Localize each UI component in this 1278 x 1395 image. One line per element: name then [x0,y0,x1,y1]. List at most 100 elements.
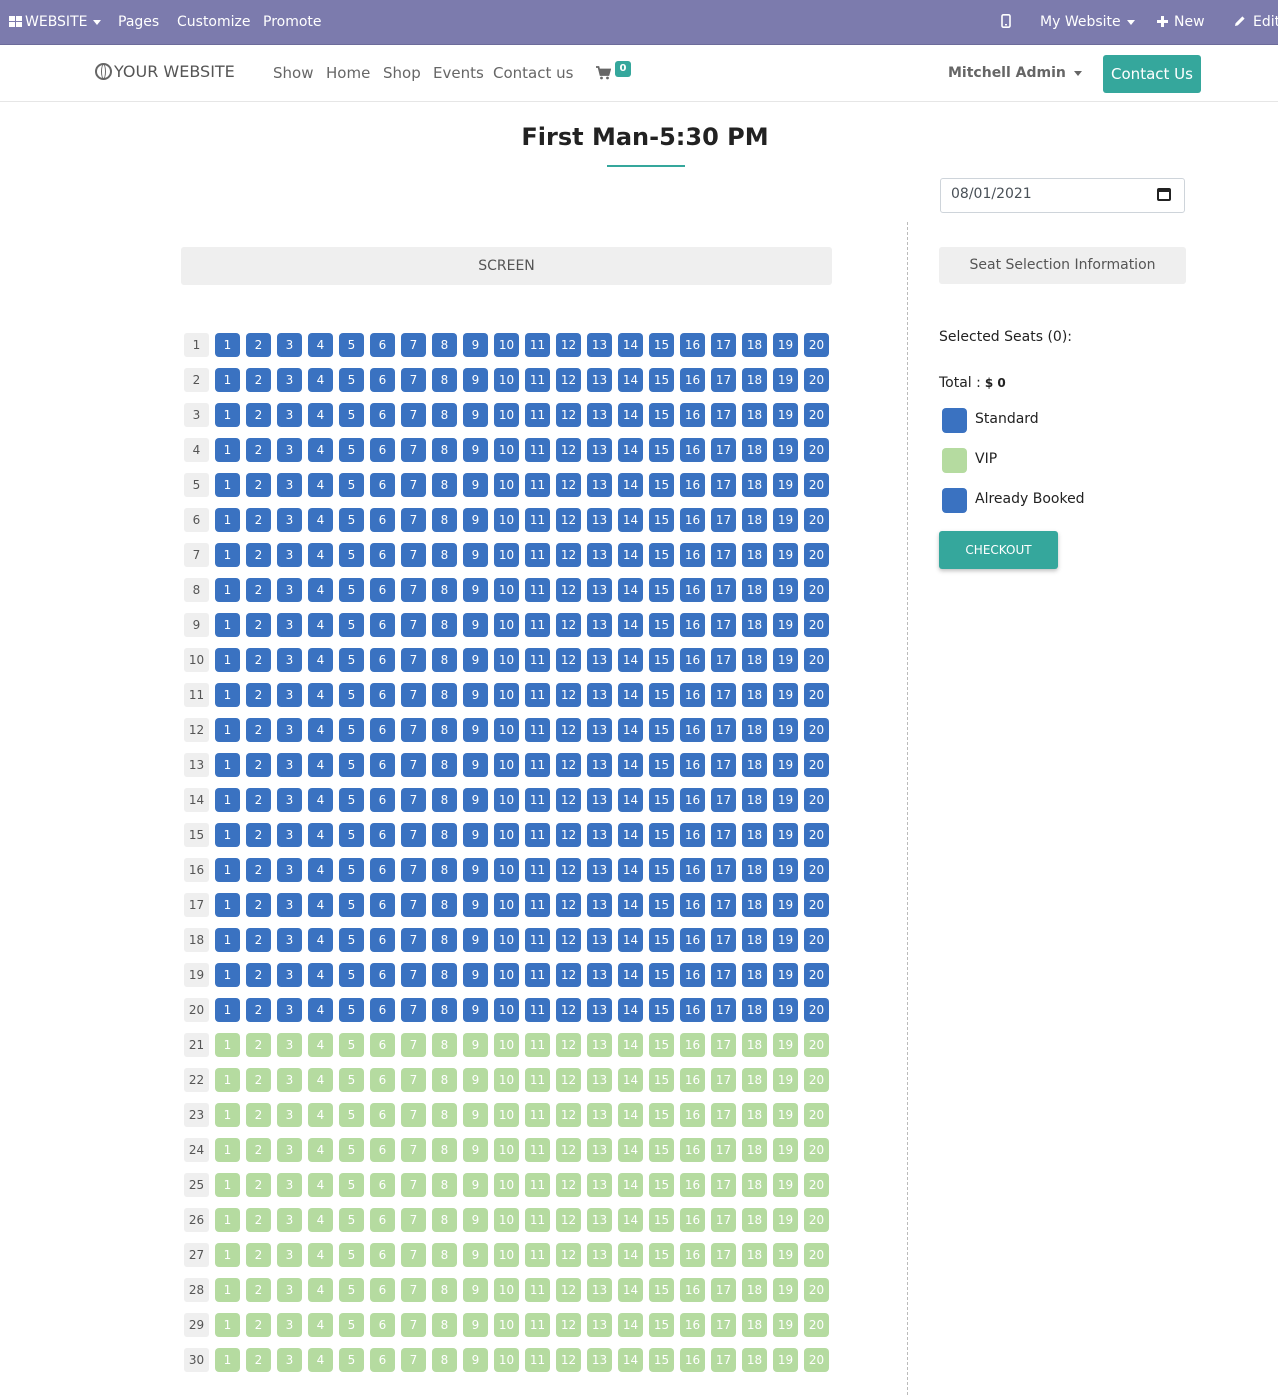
standard-seat[interactable]: 19 [773,508,798,532]
standard-seat[interactable]: 5 [339,508,364,532]
standard-seat[interactable]: 5 [339,963,364,987]
standard-seat[interactable]: 9 [463,963,488,987]
standard-seat[interactable]: 9 [463,683,488,707]
standard-seat[interactable]: 12 [556,893,581,917]
vip-seat[interactable]: 8 [432,1068,457,1092]
standard-seat[interactable]: 16 [680,823,705,847]
vip-seat[interactable]: 7 [401,1173,426,1197]
standard-seat[interactable]: 1 [215,543,240,567]
standard-seat[interactable]: 7 [401,543,426,567]
standard-seat[interactable]: 16 [680,718,705,742]
standard-seat[interactable]: 9 [463,403,488,427]
standard-seat[interactable]: 10 [494,438,519,462]
standard-seat[interactable]: 10 [494,648,519,672]
standard-seat[interactable]: 11 [525,578,550,602]
standard-seat[interactable]: 4 [308,788,333,812]
standard-seat[interactable]: 4 [308,333,333,357]
vip-seat[interactable]: 7 [401,1348,426,1372]
standard-seat[interactable]: 6 [370,893,395,917]
standard-seat[interactable]: 10 [494,788,519,812]
vip-seat[interactable]: 17 [711,1208,736,1232]
standard-seat[interactable]: 12 [556,543,581,567]
standard-seat[interactable]: 6 [370,928,395,952]
standard-seat[interactable]: 18 [742,648,767,672]
standard-seat[interactable]: 8 [432,508,457,532]
standard-seat[interactable]: 20 [804,613,829,637]
standard-seat[interactable]: 9 [463,508,488,532]
date-input[interactable]: 08/01/2021 [940,178,1185,213]
standard-seat[interactable]: 14 [618,718,643,742]
vip-seat[interactable]: 1 [215,1138,240,1162]
vip-seat[interactable]: 18 [742,1068,767,1092]
vip-seat[interactable]: 7 [401,1033,426,1057]
standard-seat[interactable]: 16 [680,333,705,357]
vip-seat[interactable]: 20 [804,1348,829,1372]
standard-seat[interactable]: 19 [773,333,798,357]
standard-seat[interactable]: 11 [525,648,550,672]
standard-seat[interactable]: 17 [711,963,736,987]
standard-seat[interactable]: 4 [308,823,333,847]
vip-seat[interactable]: 9 [463,1208,488,1232]
vip-seat[interactable]: 6 [370,1068,395,1092]
standard-seat[interactable]: 19 [773,998,798,1022]
standard-seat[interactable]: 13 [587,543,612,567]
standard-seat[interactable]: 16 [680,613,705,637]
standard-seat[interactable]: 8 [432,753,457,777]
standard-seat[interactable]: 10 [494,998,519,1022]
standard-seat[interactable]: 16 [680,543,705,567]
standard-seat[interactable]: 16 [680,473,705,497]
standard-seat[interactable]: 20 [804,928,829,952]
vip-seat[interactable]: 13 [587,1208,612,1232]
vip-seat[interactable]: 4 [308,1033,333,1057]
standard-seat[interactable]: 17 [711,893,736,917]
standard-seat[interactable]: 15 [649,578,674,602]
standard-seat[interactable]: 4 [308,543,333,567]
standard-seat[interactable]: 17 [711,403,736,427]
standard-seat[interactable]: 6 [370,438,395,462]
vip-seat[interactable]: 15 [649,1033,674,1057]
standard-seat[interactable]: 2 [246,473,271,497]
standard-seat[interactable]: 19 [773,613,798,637]
vip-seat[interactable]: 5 [339,1208,364,1232]
standard-seat[interactable]: 12 [556,613,581,637]
standard-seat[interactable]: 15 [649,718,674,742]
standard-seat[interactable]: 19 [773,718,798,742]
standard-seat[interactable]: 4 [308,648,333,672]
vip-seat[interactable]: 15 [649,1313,674,1337]
standard-seat[interactable]: 12 [556,998,581,1022]
standard-seat[interactable]: 15 [649,928,674,952]
vip-seat[interactable]: 4 [308,1348,333,1372]
standard-seat[interactable]: 2 [246,508,271,532]
standard-seat[interactable]: 5 [339,648,364,672]
standard-seat[interactable]: 20 [804,858,829,882]
standard-seat[interactable]: 15 [649,613,674,637]
standard-seat[interactable]: 7 [401,473,426,497]
standard-seat[interactable]: 13 [587,963,612,987]
standard-seat[interactable]: 15 [649,403,674,427]
vip-seat[interactable]: 2 [246,1278,271,1302]
vip-seat[interactable]: 4 [308,1103,333,1127]
vip-seat[interactable]: 13 [587,1068,612,1092]
vip-seat[interactable]: 20 [804,1173,829,1197]
vip-seat[interactable]: 9 [463,1068,488,1092]
vip-seat[interactable]: 2 [246,1173,271,1197]
standard-seat[interactable]: 14 [618,508,643,532]
standard-seat[interactable]: 20 [804,753,829,777]
vip-seat[interactable]: 1 [215,1033,240,1057]
vip-seat[interactable]: 3 [277,1103,302,1127]
vip-seat[interactable]: 20 [804,1208,829,1232]
vip-seat[interactable]: 6 [370,1278,395,1302]
standard-seat[interactable]: 6 [370,718,395,742]
vip-seat[interactable]: 18 [742,1103,767,1127]
standard-seat[interactable]: 20 [804,893,829,917]
standard-seat[interactable]: 1 [215,998,240,1022]
standard-seat[interactable]: 20 [804,718,829,742]
standard-seat[interactable]: 15 [649,753,674,777]
standard-seat[interactable]: 2 [246,543,271,567]
standard-seat[interactable]: 16 [680,403,705,427]
standard-seat[interactable]: 5 [339,928,364,952]
standard-seat[interactable]: 4 [308,613,333,637]
standard-seat[interactable]: 4 [308,998,333,1022]
standard-seat[interactable]: 18 [742,683,767,707]
standard-seat[interactable]: 16 [680,648,705,672]
